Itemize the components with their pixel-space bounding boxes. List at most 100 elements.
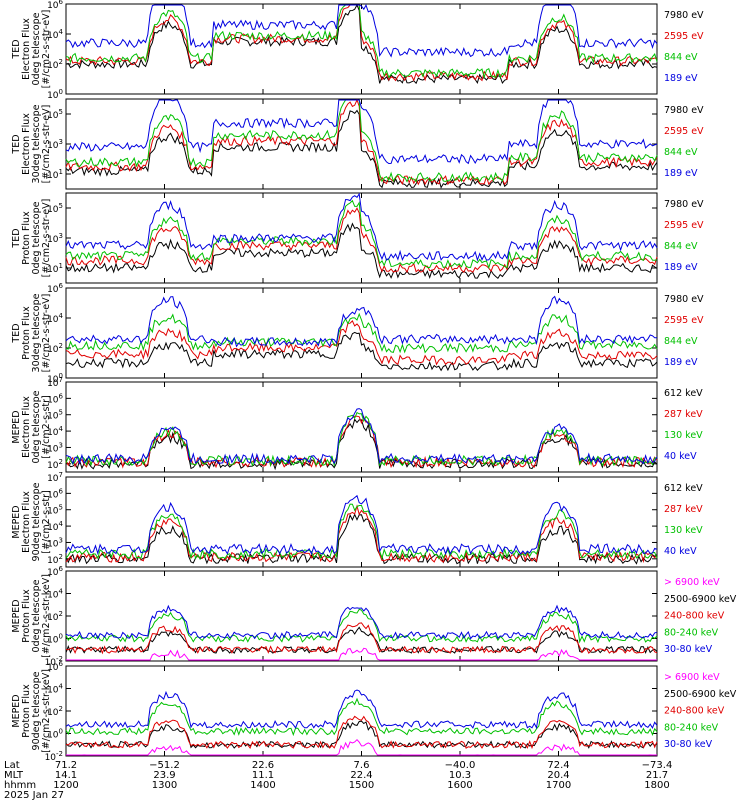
x-tick-mlt: 20.4 — [547, 770, 569, 781]
x-tick-hhmm: 1800 — [644, 780, 669, 791]
y-tick-label: 105 — [47, 504, 63, 517]
y-tick-label: 107 — [47, 376, 63, 389]
y-tick-label: 103 — [47, 138, 63, 151]
y-tick-label: 103 — [47, 536, 63, 549]
x-tick-hhmm: 1700 — [546, 780, 571, 791]
y-tick-label: 102 — [47, 342, 63, 355]
legend-entry: > 6900 keV — [664, 577, 720, 588]
legend-entry: 7980 eV — [664, 10, 704, 21]
x-tick-lat: 72.4 — [547, 760, 569, 771]
series-line — [65, 312, 658, 354]
x-tick-hhmm: 1200 — [53, 780, 78, 791]
series-line — [65, 4, 658, 79]
series-line — [66, 738, 657, 756]
series-line — [65, 408, 658, 466]
legend-entry: 40 keV — [664, 451, 697, 462]
y-tick-label: 100 — [47, 728, 63, 741]
legend-entry: 2595 eV — [664, 31, 704, 42]
y-tick-label: 104 — [47, 683, 63, 696]
x-tick-lat: 7.6 — [354, 760, 370, 771]
legend-entry: 7980 eV — [664, 105, 704, 116]
series-line — [65, 3, 658, 85]
panel-frame — [65, 476, 658, 568]
panel-frame — [65, 3, 658, 95]
y-tick-label: 105 — [47, 409, 63, 422]
x-row-label: MLT — [4, 770, 24, 781]
y-tick-label: 106 — [47, 660, 63, 673]
panel-frame — [65, 570, 658, 662]
y-tick-label: 101 — [47, 262, 63, 275]
series-line — [65, 320, 658, 366]
x-tick-mlt: 22.4 — [350, 770, 372, 781]
legend-entry: 189 eV — [664, 73, 698, 84]
series-line — [65, 626, 658, 654]
series-line — [65, 604, 658, 640]
legend-entry: 2595 eV — [664, 220, 704, 231]
series-line — [65, 109, 658, 189]
legend-entry: 2500-6900 keV — [664, 594, 737, 605]
x-tick-hhmm: 1500 — [349, 780, 374, 791]
series-line — [65, 192, 658, 262]
series-line — [65, 503, 658, 561]
legend-entry: 7980 eV — [664, 199, 704, 210]
y-axis-label: TEDElectron Flux0deg telescope[#/cm2-s-s… — [11, 10, 52, 89]
x-tick-lat: −73.4 — [642, 760, 673, 771]
y-tick-label: 106 — [47, 565, 63, 578]
series-line — [65, 697, 658, 737]
x-row-label: hhmm — [4, 780, 36, 791]
panel-frame — [65, 381, 658, 473]
legend-entry: > 6900 keV — [664, 672, 720, 683]
y-axis-label: MEPEDElectron Flux0deg telescope[#/cm2-s… — [11, 390, 52, 463]
legend-entry: 844 eV — [664, 336, 698, 347]
y-tick-label: 106 — [47, 487, 63, 500]
series-line — [65, 4, 658, 82]
legend-entry: 287 keV — [664, 409, 703, 420]
x-tick-lat: −51.2 — [149, 760, 180, 771]
series-line — [65, 494, 658, 556]
y-tick-label: 103 — [47, 441, 63, 454]
legend-entry: 240-800 keV — [664, 706, 725, 717]
legend-entry: 130 keV — [664, 525, 703, 536]
y-tick-label: 106 — [47, 392, 63, 405]
legend-entry: 844 eV — [664, 147, 698, 158]
x-tick-hhmm: 1400 — [250, 780, 275, 791]
series-line — [65, 689, 658, 730]
y-tick-label: 10-2 — [45, 750, 63, 763]
y-tick-label: 104 — [47, 312, 63, 325]
y-tick-label: 107 — [47, 471, 63, 484]
series-line — [65, 295, 657, 348]
x-tick-hhmm: 1600 — [447, 780, 472, 791]
legend-entry: 40 keV — [664, 546, 697, 557]
y-tick-label: 103 — [47, 232, 63, 245]
x-tick-lat: 22.6 — [252, 760, 274, 771]
y-tick-label: 104 — [47, 520, 63, 533]
series-line — [65, 415, 658, 469]
series-line — [65, 199, 658, 270]
y-axis-label: MEPEDElectron Flux90deg telescope[#/cm2-… — [11, 482, 52, 561]
y-axis-label: TEDProton Flux0deg telescope[#/cm2-s-str… — [11, 199, 52, 278]
y-tick-label: 102 — [47, 610, 63, 623]
legend-entry: 2595 eV — [664, 126, 704, 137]
x-tick-mlt: 21.7 — [646, 770, 668, 781]
y-axis-label: TEDProton Flux30deg telescope[#/cm2-s-st… — [11, 293, 52, 372]
y-tick-label: 10-2 — [45, 655, 63, 668]
series-line — [65, 3, 658, 58]
y-tick-label: 102 — [47, 553, 63, 566]
series-line — [65, 207, 658, 274]
legend-entry: 287 keV — [664, 504, 703, 515]
legend-entry: 240-800 keV — [664, 611, 725, 622]
x-tick-lat: −40.0 — [445, 760, 476, 771]
series-line — [65, 98, 658, 186]
legend-entry: 80-240 keV — [664, 722, 719, 733]
legend-entry: 80-240 keV — [664, 627, 719, 638]
y-tick-label: 100 — [47, 88, 63, 101]
y-axis-label: MEPEDProton Flux0deg telescope[#/cm2-s-s… — [11, 574, 52, 658]
y-tick-label: 104 — [47, 588, 63, 601]
